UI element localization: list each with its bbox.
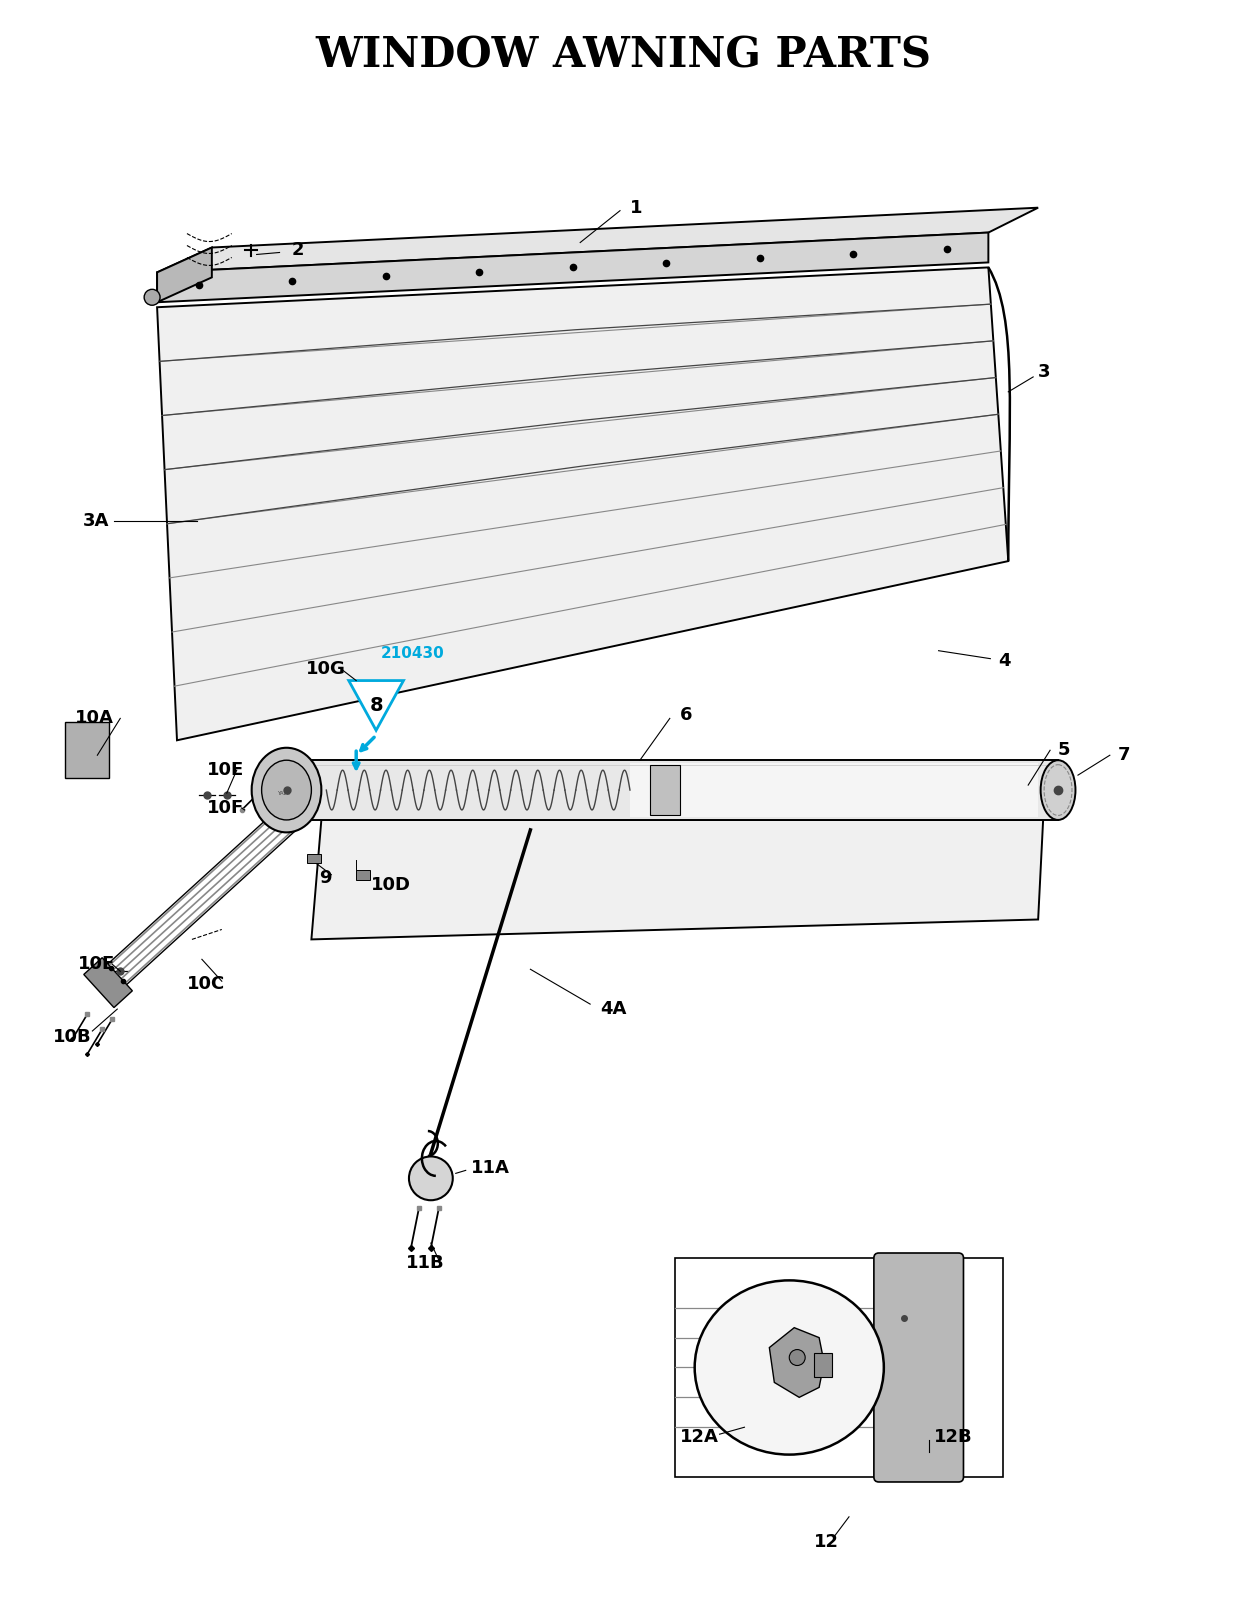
Ellipse shape — [262, 760, 312, 819]
Circle shape — [789, 1350, 806, 1366]
Polygon shape — [84, 958, 132, 1008]
Text: 5: 5 — [1057, 742, 1071, 760]
Circle shape — [145, 289, 160, 305]
Text: 7: 7 — [1117, 747, 1130, 765]
Polygon shape — [769, 1327, 824, 1397]
Bar — [357, 869, 370, 879]
Polygon shape — [630, 763, 1039, 816]
FancyBboxPatch shape — [874, 1253, 964, 1482]
Bar — [675, 1258, 1004, 1478]
Ellipse shape — [695, 1281, 884, 1455]
Text: WINDOW AWNING PARTS: WINDOW AWNING PARTS — [315, 34, 932, 76]
Text: 10C: 10C — [187, 976, 226, 994]
Text: 4A: 4A — [600, 1000, 626, 1018]
Text: YALE: YALE — [277, 790, 291, 797]
Polygon shape — [157, 208, 1039, 273]
Text: 12B: 12B — [934, 1428, 973, 1447]
Text: 4: 4 — [999, 652, 1011, 669]
Text: 3: 3 — [1039, 363, 1051, 381]
Text: 12: 12 — [814, 1532, 839, 1550]
Text: 3A: 3A — [82, 513, 108, 531]
Polygon shape — [282, 760, 1057, 819]
Text: 10E: 10E — [207, 761, 244, 779]
Text: 210430: 210430 — [382, 647, 445, 661]
Text: 10D: 10D — [372, 876, 412, 894]
Ellipse shape — [252, 748, 322, 832]
Polygon shape — [157, 247, 212, 302]
Text: 10G: 10G — [307, 660, 347, 677]
Text: 10E: 10E — [77, 955, 115, 973]
Text: 12A: 12A — [680, 1428, 718, 1447]
Text: 10F: 10F — [207, 798, 244, 818]
Text: 9: 9 — [319, 869, 332, 887]
Polygon shape — [157, 232, 989, 302]
Text: 10B: 10B — [52, 1027, 91, 1045]
Text: 8: 8 — [369, 695, 383, 715]
Bar — [308, 853, 322, 863]
Text: 6: 6 — [680, 706, 692, 724]
Bar — [814, 1353, 832, 1378]
Text: 10A: 10A — [75, 710, 113, 727]
Text: 1: 1 — [630, 198, 642, 216]
Text: 11A: 11A — [470, 1160, 510, 1177]
Polygon shape — [66, 723, 110, 777]
Text: 2: 2 — [292, 242, 304, 260]
Polygon shape — [312, 819, 1044, 939]
Polygon shape — [157, 268, 1009, 740]
Polygon shape — [650, 765, 680, 815]
Polygon shape — [349, 681, 404, 731]
Ellipse shape — [1041, 760, 1075, 819]
Circle shape — [409, 1157, 453, 1200]
Text: 11B: 11B — [407, 1253, 445, 1273]
